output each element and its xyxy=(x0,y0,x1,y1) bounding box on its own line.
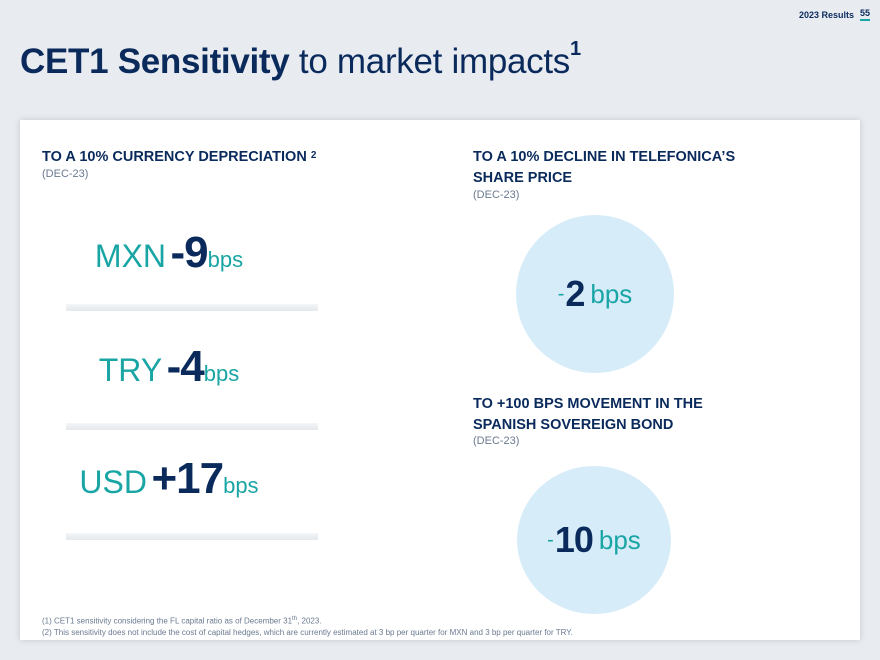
metric-currency: MXN xyxy=(94,238,167,274)
metric-unit: bps xyxy=(203,361,240,386)
telefonica-sensitivity-circle: - 2 bps xyxy=(516,215,674,373)
metric-usd: USD +17bps xyxy=(20,454,318,504)
circle-sign: - xyxy=(547,528,554,551)
footnote-1-text: (1) CET1 sensitivity considering the FL … xyxy=(42,616,293,626)
telefonica-date: (DEC-23) xyxy=(473,189,520,201)
telefonica-heading-line2: SHARE PRICE xyxy=(473,170,573,186)
footnote-1-sup: th xyxy=(292,616,298,622)
bond-sensitivity-circle: - 10 bps xyxy=(517,466,671,614)
circle-value: 2 xyxy=(565,273,585,314)
results-label: 2023 Results xyxy=(798,9,854,20)
divider xyxy=(66,304,318,311)
page-title-bold: CET1 Sensitivity xyxy=(20,42,290,81)
footnote-2: (2) This sensitivity does not include th… xyxy=(42,627,573,637)
metric-currency: USD xyxy=(79,464,147,500)
footnote-1: (1) CET1 sensitivity considering the FL … xyxy=(42,614,573,627)
telefonica-heading: TO A 10% DECLINE IN TELEFONICA’S SHARE P… xyxy=(473,147,735,189)
bond-date: (DEC-23) xyxy=(473,435,520,447)
currency-heading: TO A 10% CURRENCY DEPRECIATION 2 xyxy=(42,147,316,168)
page-number: 55 xyxy=(859,8,870,21)
circle-unit: bps xyxy=(598,524,641,555)
bond-heading-line2: SPANISH SOVEREIGN BOND xyxy=(473,417,674,433)
metric-currency: TRY xyxy=(98,352,163,388)
footnote-1-end: , 2023. xyxy=(297,616,322,626)
metric-unit: bps xyxy=(207,247,244,272)
metric-value: -4 xyxy=(166,342,205,391)
metric-mxn: MXN -9bps xyxy=(20,228,318,278)
currency-heading-footnote-ref: 2 xyxy=(310,150,317,161)
circle-value: 10 xyxy=(554,519,594,560)
metric-unit: bps xyxy=(223,473,259,498)
circle-sign: - xyxy=(557,282,565,305)
currency-heading-text: TO A 10% CURRENCY DEPRECIATION xyxy=(42,149,307,165)
circle-unit: bps xyxy=(590,278,633,309)
content-card: TO A 10% CURRENCY DEPRECIATION 2 (DEC-23… xyxy=(20,120,860,640)
metric-value: -9 xyxy=(170,228,208,277)
page-title: CET1 Sensitivity to market impacts1 xyxy=(20,38,581,82)
telefonica-heading-line1: TO A 10% DECLINE IN TELEFONICA’S xyxy=(473,149,736,165)
metric-value: +17 xyxy=(151,454,224,503)
page-title-footnote-ref: 1 xyxy=(570,38,581,60)
metric-try: TRY -4bps xyxy=(20,342,318,392)
header-meta: 2023 Results 55 xyxy=(799,8,870,21)
bond-heading-line1: TO +100 BPS MOVEMENT IN THE xyxy=(473,396,703,412)
page-title-light: to market impacts xyxy=(298,42,570,81)
footnotes: (1) CET1 sensitivity considering the FL … xyxy=(42,614,573,638)
bond-heading: TO +100 BPS MOVEMENT IN THE SPANISH SOVE… xyxy=(473,394,703,436)
divider xyxy=(66,533,318,540)
currency-date: (DEC-23) xyxy=(42,168,89,180)
divider xyxy=(66,423,318,430)
